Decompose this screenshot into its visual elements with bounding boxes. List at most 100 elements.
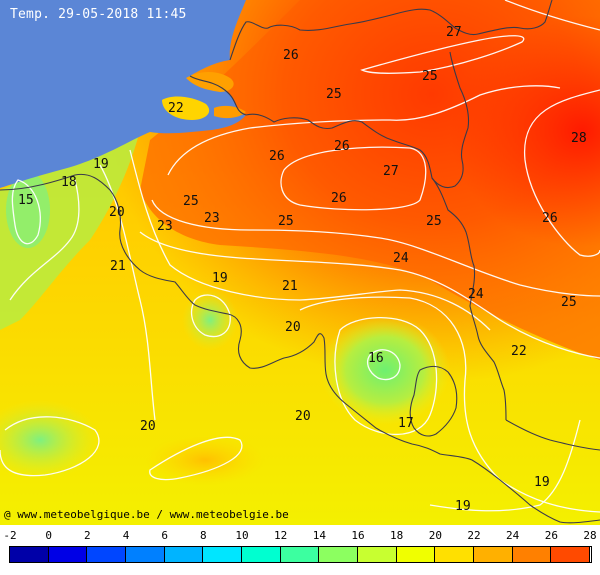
legend-swatch <box>474 546 513 563</box>
legend-frame <box>9 546 592 563</box>
legend-tick-label: 28 <box>583 529 597 542</box>
isotherm-24 <box>151 199 600 297</box>
isotherm-26-north <box>167 85 561 176</box>
credit-text: @ www.meteobelgique.be / www.meteobelgie… <box>4 508 289 521</box>
legend-tick-label: -2 <box>3 529 17 542</box>
border-be-de <box>431 177 507 421</box>
isotherm-label: 26 <box>331 191 347 206</box>
isotherm-19-center <box>191 294 231 338</box>
temperature-map: 27 26 25 25 22 28 26 26 27 19 18 15 25 2… <box>0 0 600 525</box>
isotherm-label: 26 <box>269 149 285 164</box>
isotherm-label: 17 <box>398 416 414 431</box>
isotherm-label: 22 <box>511 344 527 359</box>
isotherm-label: 27 <box>446 25 462 40</box>
isotherm-label: 25 <box>326 87 342 102</box>
isotherm-label: 25 <box>183 194 199 209</box>
island-2 <box>162 96 210 120</box>
legend-tick-label: 10 <box>235 529 249 542</box>
isotherm-label: 28 <box>571 131 587 146</box>
border-nl-north <box>229 0 553 61</box>
isotherm-label: 15 <box>18 193 34 208</box>
isotherm-19-coast <box>9 179 80 301</box>
isotherm-label: 16 <box>368 351 384 366</box>
isotherm-19-sw <box>0 416 100 477</box>
isotherm-16 <box>367 349 401 381</box>
isotherm-label: 26 <box>283 48 299 63</box>
isotherm-label: 20 <box>285 320 301 335</box>
legend-swatch <box>164 546 204 563</box>
isotherm-label: 23 <box>157 219 173 234</box>
legend-swatch <box>319 546 358 563</box>
isotherm-label: 23 <box>204 211 220 226</box>
legend-tick-label: 6 <box>161 529 168 542</box>
legend-tick-label: 18 <box>390 529 404 542</box>
legend-swatch <box>512 546 552 563</box>
legend-swatch <box>551 546 590 563</box>
north-sea <box>0 0 246 188</box>
isotherm-27-center <box>280 146 427 211</box>
legend-tick-label: 0 <box>45 529 52 542</box>
isotherm-label: 22 <box>168 101 184 116</box>
isotherm-label: 24 <box>468 287 484 302</box>
isotherm-17 <box>334 316 438 436</box>
isotherm-20-south <box>149 436 243 481</box>
isotherm-label: 20 <box>295 409 311 424</box>
isotherm-label: 25 <box>422 69 438 84</box>
legend-swatch <box>280 546 320 563</box>
isotherm-labels: 27 26 25 25 22 28 26 26 27 19 18 15 25 2… <box>18 25 587 514</box>
legend-tick-label: 14 <box>312 529 326 542</box>
border-be-fr <box>0 173 600 524</box>
legend-swatch <box>126 546 165 563</box>
isotherm-label: 19 <box>212 271 228 286</box>
isotherm-label: 24 <box>393 251 409 266</box>
isotherm-label: 19 <box>455 499 471 514</box>
cool-ardennes <box>320 315 450 425</box>
legend-swatch <box>10 546 49 563</box>
isotherm-20-west <box>99 164 156 421</box>
legend-swatch <box>396 546 436 563</box>
legend-tick-label: 20 <box>428 529 442 542</box>
isotherm-label: 19 <box>534 475 550 490</box>
border-de-fr <box>505 419 600 451</box>
isotherm-label: 20 <box>109 205 125 220</box>
isotherm-label: 27 <box>383 164 399 179</box>
legend-tick-label: 22 <box>467 529 481 542</box>
legend-swatch <box>48 546 88 563</box>
isotherm-label: 25 <box>278 214 294 229</box>
isotherm-label: 26 <box>334 139 350 154</box>
isotherm-label: 25 <box>426 214 442 229</box>
warm-spot-south <box>145 435 265 485</box>
isotherm-21 <box>129 149 491 331</box>
border-be-nl <box>245 51 470 189</box>
isotherm-27-north <box>360 35 525 74</box>
map-canvas: 27 26 25 25 22 28 26 26 27 19 18 15 25 2… <box>0 0 600 525</box>
legend-swatch <box>435 546 474 563</box>
isotherm-19-south <box>429 419 581 512</box>
color-legend: -2 0 2 4 6 8 10 12 14 16 18 20 22 24 26 28 <box>0 525 600 575</box>
isotherm-26-east <box>524 89 600 257</box>
isotherm-label: 26 <box>542 211 558 226</box>
legend-tick-label: 24 <box>506 529 520 542</box>
estuary-border <box>189 75 247 116</box>
legend-tick-label: 4 <box>122 529 130 542</box>
legend-tick-label: 16 <box>351 529 365 542</box>
isotherm-label: 19 <box>93 157 109 172</box>
legend-swatch <box>242 546 281 563</box>
isotherm-label: 25 <box>561 295 577 310</box>
isotherm-20-east <box>299 296 600 513</box>
legend-swatch <box>87 546 126 563</box>
border-luxembourg <box>409 365 458 437</box>
isotherm-23 <box>139 231 600 359</box>
legend-tick-label: 26 <box>544 529 558 542</box>
legend-tick-label: 8 <box>200 529 207 542</box>
legend-tick-label: 12 <box>274 529 288 542</box>
legend-swatch <box>203 546 242 563</box>
map-title: Temp. 29-05-2018 11:45 <box>10 7 187 22</box>
isotherm-lines <box>0 0 600 512</box>
isotherm-label: 20 <box>140 419 156 434</box>
country-borders <box>0 0 600 524</box>
legend-tick-label: 2 <box>84 529 91 542</box>
legend-swatch <box>358 546 397 563</box>
isotherm-15 <box>11 179 41 245</box>
isotherm-label: 21 <box>110 259 126 274</box>
